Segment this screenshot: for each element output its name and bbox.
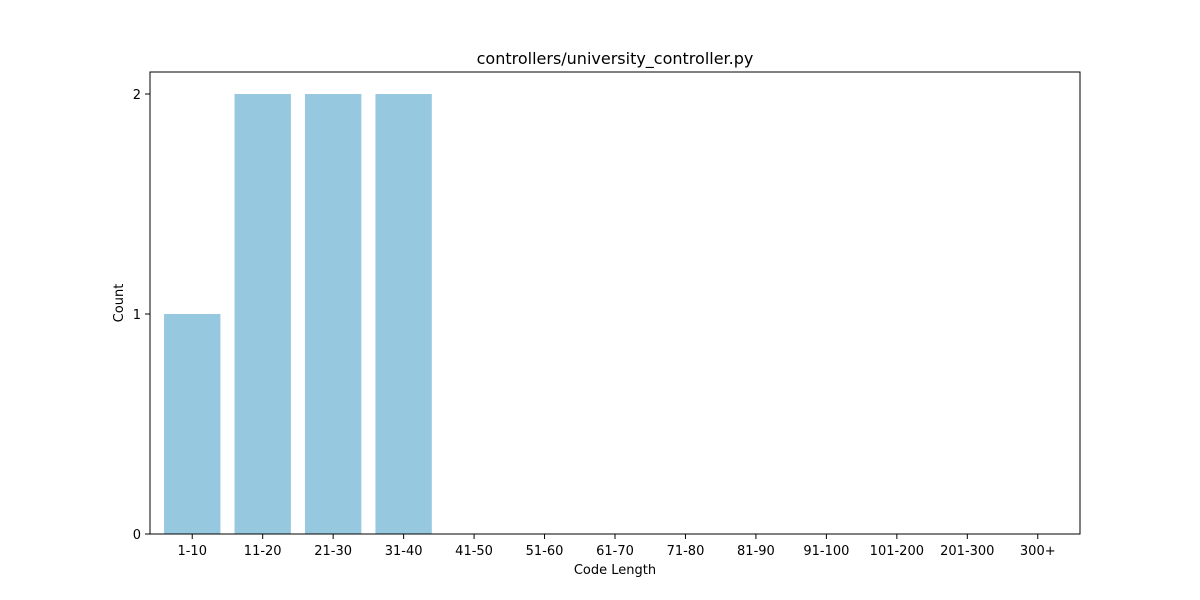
x-tick-label: 1-10 [177,544,207,559]
x-tick-label: 41-50 [455,544,493,559]
x-tick-label: 61-70 [596,544,634,559]
x-tick-label: 81-90 [737,544,775,559]
x-tick-label: 51-60 [526,544,564,559]
x-tick-label: 101-200 [870,544,924,559]
bar-11-20 [234,94,291,534]
x-axis-ticks: 1-10 11-20 21-30 31-40 41-50 51-60 61-70 71-80 8… [177,534,1056,559]
x-tick-label: 71-80 [667,544,705,559]
bar-1-10 [164,314,221,534]
bar-31-40 [375,94,432,534]
x-axis-label: Code Length [574,563,656,578]
x-tick-label: 201-300 [940,544,994,559]
bar-21-30 [304,94,362,534]
y-tick-label: 1 [133,308,141,323]
x-tick-label: 31-40 [385,544,423,559]
x-tick-label: 91-100 [803,544,849,559]
x-tick-label: 300+ [1020,544,1056,559]
y-tick-label: 0 [133,528,141,543]
y-axis-ticks: 0 1 2 [133,88,150,543]
bars-group [164,94,432,534]
y-tick-label: 2 [133,88,141,103]
y-axis-label: Count [112,284,127,323]
chart-title: controllers/university_controller.py [477,49,754,69]
x-tick-label: 21-30 [314,544,352,559]
x-tick-label: 11-20 [244,544,282,559]
